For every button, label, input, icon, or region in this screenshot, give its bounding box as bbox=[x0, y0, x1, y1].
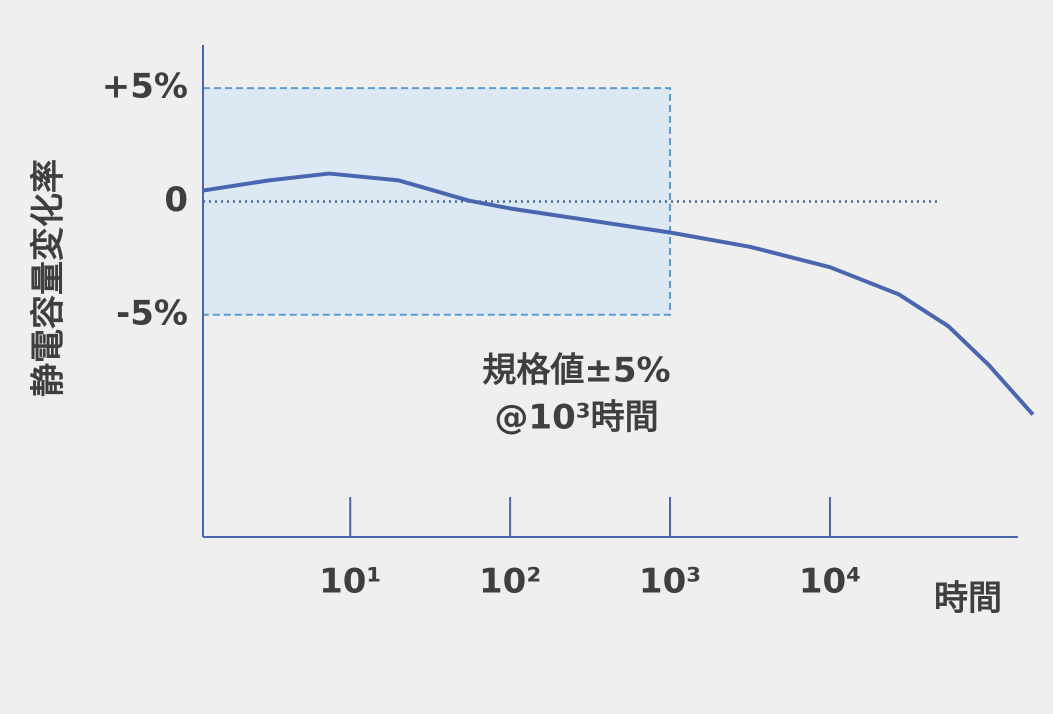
y-tick-label: +5% bbox=[102, 67, 188, 107]
x-axis-label: 時間 bbox=[934, 579, 1002, 619]
x-tick-label: 10² bbox=[479, 562, 541, 602]
y-tick-label: -5% bbox=[116, 293, 188, 333]
x-tick-label: 10⁴ bbox=[799, 562, 861, 602]
spec-label: 規格値±5% bbox=[482, 351, 670, 391]
spec-label: @10³時間 bbox=[494, 398, 658, 438]
data-line bbox=[202, 171, 1035, 416]
spec-band bbox=[202, 87, 672, 316]
x-tick-label: 10³ bbox=[639, 562, 701, 602]
y-tick-label: 0 bbox=[164, 180, 188, 220]
x-tick-label: 10¹ bbox=[319, 562, 381, 602]
y-axis-label: 静電容量変化率 bbox=[29, 159, 69, 397]
